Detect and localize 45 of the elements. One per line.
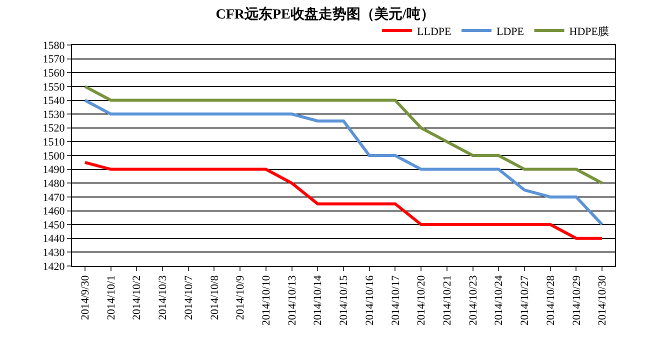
y-tick-label: 1530 — [42, 108, 66, 121]
legend-label: HDPE膜 — [569, 26, 610, 38]
x-tick-label: 2014/10/9 — [234, 274, 247, 320]
y-tick-label: 1500 — [42, 150, 66, 162]
line-series — [83, 84, 604, 185]
y-tick-label: 1440 — [42, 233, 66, 246]
line-series — [83, 160, 604, 240]
y-tick-label: 1540 — [42, 95, 66, 108]
y-tick-label: 1580 — [42, 40, 66, 52]
x-tick-label: 2014/10/24 — [493, 274, 506, 326]
line-series — [83, 98, 604, 226]
y-tick-label: 1460 — [42, 206, 66, 218]
y-tick-label: 1570 — [42, 54, 66, 66]
x-tick-label: 2014/10/10 — [260, 274, 273, 326]
x-tick-label: 2014/10/30 — [596, 274, 609, 326]
x-tick-label: 2014/10/7 — [182, 274, 195, 320]
x-tick-label: 2014/10/17 — [390, 274, 402, 326]
y-tick-label: 1550 — [42, 81, 66, 94]
y-tick-label: 1470 — [42, 192, 66, 204]
y-tick-label: 1490 — [42, 164, 66, 176]
y-tick-label: 1510 — [42, 136, 66, 149]
x-tick-label: 2014/10/13 — [286, 274, 298, 326]
chart-title: CFR远东PE收盘走势图（美元/吨） — [216, 6, 434, 23]
y-tick-label: 1480 — [42, 178, 66, 190]
x-tick-label: 2014/10/2 — [131, 275, 144, 320]
x-tick-label: 2014/10/28 — [544, 274, 557, 326]
x-tick-label: 2014/10/20 — [416, 274, 428, 326]
x-tick-label: 2014/10/21 — [442, 275, 454, 326]
x-tick-label: 2014/10/14 — [312, 274, 324, 326]
x-tick-label: 2014/10/3 — [157, 274, 170, 320]
x-tick-label: 2014/10/8 — [208, 274, 221, 320]
x-tick-label: 2014/10/27 — [519, 274, 532, 326]
x-tick-label: 2014/10/1 — [105, 275, 118, 320]
y-tick-label: 1520 — [42, 122, 66, 135]
x-tick-label: 2014/10/23 — [467, 274, 480, 326]
x-tick-label: 2014/10/15 — [338, 274, 350, 326]
y-tick-label: 1450 — [42, 219, 66, 232]
legend-label: LDPE — [496, 26, 524, 38]
y-tick-label: 1560 — [42, 67, 66, 80]
x-tick-label: 2014/9/30 — [80, 274, 92, 320]
x-tick-label: 2014/10/16 — [364, 274, 376, 326]
y-tick-label: 1430 — [42, 247, 66, 260]
x-tick-label: 2014/10/29 — [570, 274, 583, 326]
y-tick-label: 1420 — [42, 260, 66, 273]
legend-label: LLDPE — [417, 26, 452, 38]
